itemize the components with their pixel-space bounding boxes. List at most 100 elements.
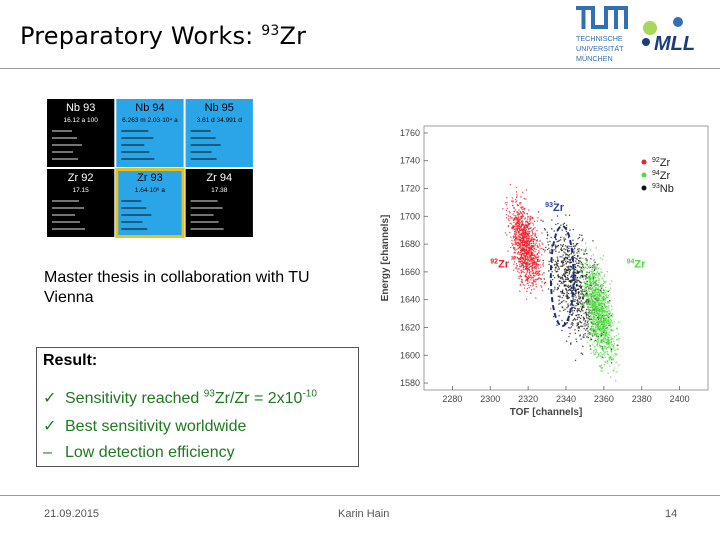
data-point [586,264,589,267]
data-point [611,357,613,359]
data-point [601,286,603,289]
data-point [535,257,537,259]
data-point [531,230,533,232]
data-point [597,274,599,276]
data-point [538,267,540,269]
data-point [564,273,566,275]
data-point [604,299,606,302]
data-point [598,263,600,265]
data-point [516,242,518,244]
data-point [520,249,522,251]
data-point [540,266,542,268]
data-point [517,227,519,230]
data-point [566,294,568,296]
data-point [519,274,521,276]
data-point [581,308,583,311]
data-point [564,273,567,275]
data-point [506,201,508,204]
data-point [527,256,529,259]
data-point [587,290,589,292]
data-point [532,279,534,281]
data-point [579,317,582,320]
data-point [524,243,526,245]
data-point [604,292,606,294]
data-point [601,321,603,324]
data-point [582,295,584,297]
data-point [521,231,524,233]
data-point [611,348,613,350]
data-point [608,305,610,307]
data-point [578,257,581,259]
data-point [604,330,606,332]
data-point [598,354,600,356]
data-point [522,265,525,267]
data-point [527,268,530,270]
data-point [597,290,599,292]
data-point [600,338,602,341]
data-point [562,309,565,312]
data-point [592,278,594,281]
nuclide-name: Zr 93 [137,172,163,184]
data-point [582,257,584,259]
data-point [570,289,572,292]
data-point [603,300,605,302]
data-point [588,316,591,318]
data-point [573,281,575,283]
data-point [588,332,590,334]
data-point [592,344,594,346]
data-point [598,310,600,312]
data-point [593,330,596,332]
data-point [585,281,587,283]
data-point [517,213,519,215]
data-point [574,299,576,301]
data-point [583,269,585,271]
data-point [591,268,593,271]
data-point [599,329,602,331]
data-point [593,273,595,275]
data-point [527,252,530,254]
data-point [567,245,569,247]
data-point [546,248,549,251]
data-point [585,295,587,297]
data-point [521,242,524,244]
data-point [557,274,559,276]
data-point [576,299,578,301]
data-point [525,232,528,234]
data-point [603,347,605,350]
data-point [520,249,523,251]
data-point [588,283,590,286]
data-point [603,290,606,292]
data-point [589,294,591,296]
data-point [532,271,535,274]
data-point [571,314,573,316]
data-point [576,252,578,254]
data-point [586,273,588,276]
y-tick-label: 1760 [400,128,420,138]
data-point [549,252,551,254]
data-point [528,239,530,241]
data-point [518,230,520,233]
data-point [588,312,590,314]
data-point [563,292,565,295]
data-point [533,227,535,230]
data-point [606,353,608,355]
data-point [586,283,588,285]
data-point [575,243,578,245]
data-point [609,316,611,318]
data-point [597,311,599,313]
data-point [557,262,559,265]
data-point [572,243,574,245]
data-point [534,272,536,274]
data-point [573,249,575,251]
data-point [578,262,580,264]
data-point [521,237,523,240]
nuclide-detail-line [190,207,223,209]
data-point [548,263,550,266]
data-point [577,284,579,287]
data-point [554,288,556,290]
data-point [535,242,537,244]
y-tick-label: 1660 [400,267,420,277]
data-point [528,281,531,283]
data-point [590,298,593,300]
